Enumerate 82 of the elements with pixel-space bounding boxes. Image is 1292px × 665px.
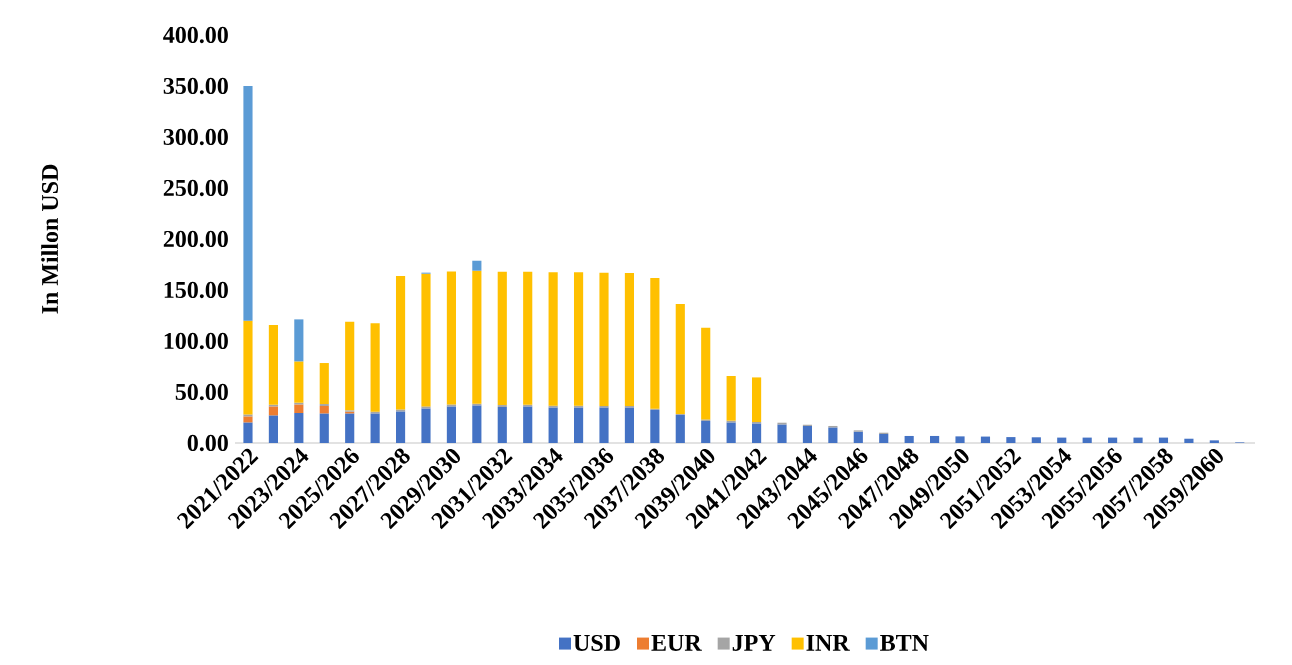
legend-label: USD [573, 634, 620, 652]
y-tick-label: 350.00 [163, 77, 228, 95]
bar [802, 425, 813, 443]
bar [548, 272, 558, 406]
bar [1108, 437, 1118, 443]
bar [243, 320, 253, 415]
legend-label: EUR [651, 634, 702, 651]
bar [828, 427, 838, 443]
bar [421, 408, 431, 443]
bar [446, 271, 456, 405]
bar [421, 406, 431, 409]
y-tick-label: 400.00 [163, 26, 228, 44]
bar [930, 435, 940, 443]
bar [1006, 437, 1016, 443]
bar [370, 323, 380, 412]
bar [472, 270, 482, 404]
bar [752, 423, 762, 443]
legend-label: JPY [732, 634, 776, 651]
y-tick-label: 300.00 [163, 128, 228, 146]
bar [446, 406, 456, 443]
y-tick-label: 100.00 [164, 332, 228, 350]
legend-label: INR [806, 634, 850, 651]
bar [243, 422, 253, 443]
bar [523, 271, 533, 405]
bar [726, 422, 736, 443]
bar [1133, 437, 1143, 443]
y-tick-label: 50.00 [175, 383, 228, 401]
bar [472, 405, 482, 443]
bar [345, 321, 355, 411]
bar [1057, 437, 1067, 443]
bar [268, 406, 278, 416]
y-tick-label: 150.00 [164, 281, 228, 299]
bar [421, 273, 431, 407]
bar [319, 413, 329, 443]
bar [624, 407, 635, 443]
bar [650, 277, 660, 409]
bar [345, 413, 355, 443]
bar [319, 363, 329, 405]
bar [1082, 437, 1092, 443]
bar [1158, 437, 1169, 443]
bar [497, 406, 507, 443]
y-tick-label: 200.00 [163, 230, 228, 248]
bar [1031, 437, 1041, 443]
bar [701, 327, 711, 420]
bar [497, 271, 507, 406]
y-tick-label: 250.00 [163, 179, 228, 197]
y-axis-title: In Millon USD [41, 164, 59, 314]
bar [523, 406, 533, 443]
bar [573, 407, 584, 443]
bar [573, 272, 584, 406]
bar [980, 436, 991, 443]
bar [675, 303, 685, 415]
bar [472, 260, 482, 271]
bar [675, 414, 685, 443]
bar [599, 407, 609, 443]
bar [395, 411, 406, 443]
bar [752, 377, 762, 422]
bar [904, 435, 914, 443]
bar [1209, 440, 1219, 443]
bar [268, 415, 278, 443]
bar [243, 86, 253, 321]
bar [879, 434, 889, 443]
bar [624, 272, 635, 406]
bar [294, 319, 304, 362]
bar [650, 409, 660, 443]
bar [777, 424, 787, 443]
bar [701, 420, 711, 443]
bar [294, 361, 304, 403]
bar [726, 375, 736, 421]
bar [370, 413, 380, 443]
bar [955, 436, 965, 443]
bar [294, 413, 304, 443]
bar [1184, 438, 1194, 443]
bar [853, 431, 863, 443]
bar [268, 324, 278, 405]
bar [548, 407, 558, 443]
bar [395, 276, 406, 410]
bar [243, 416, 253, 423]
legend-label: BTN [880, 634, 929, 651]
bar [599, 272, 609, 406]
bar [294, 404, 304, 414]
bar [319, 405, 329, 414]
